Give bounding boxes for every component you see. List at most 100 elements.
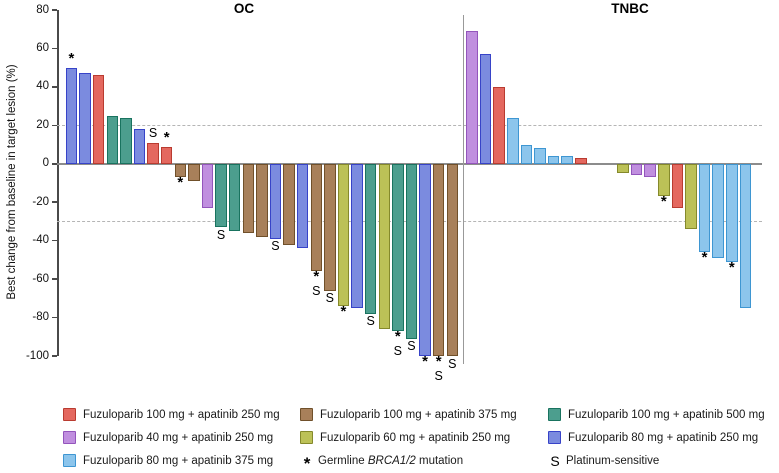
brca-mutation-marker: * (313, 268, 320, 286)
bar (405, 163, 418, 339)
y-axis-tick-label: -80 (32, 311, 49, 324)
y-axis-tick (51, 124, 57, 127)
y-axis-tick (51, 316, 57, 319)
bar (419, 163, 431, 356)
y-axis-tick-label: 0 (42, 157, 49, 170)
bar (378, 163, 390, 330)
bar (507, 117, 519, 164)
legend-swatch-red (63, 408, 76, 421)
bar (575, 158, 587, 164)
bar (630, 163, 643, 176)
bar (726, 163, 738, 262)
y-axis-tick-label: -20 (32, 195, 49, 208)
legend-item: Fuzuloparib 80 mg + apatinib 250 mg (548, 426, 765, 449)
bar (432, 163, 445, 356)
asterisk-marker-icon: * (303, 454, 311, 473)
legend-item: Fuzuloparib 100 mg + apatinib 250 mg (63, 403, 280, 426)
legend-swatch-olive (300, 431, 313, 444)
bar (256, 163, 268, 237)
plot-area: 80 60 40 20 0 -20 -40 -60 -80 -100 OC * S * * S S * S S * S * S… (25, 1, 762, 383)
y-axis-tick (51, 86, 57, 88)
legend-label: Fuzuloparib 80 mg + apatinib 250 mg (568, 431, 759, 444)
bar (269, 163, 282, 239)
platinum-sensitive-marker: S (216, 227, 226, 242)
platinum-sensitive-marker: S (325, 291, 335, 306)
legend-label: Fuzuloparib 60 mg + apatinib 250 mg (320, 431, 511, 444)
platinum-sensitive-marker: S (271, 239, 280, 254)
legend-item: Fuzuloparib 80 mg + apatinib 375 mg (63, 449, 280, 472)
platinum-sensitive-marker-icon: S (550, 452, 560, 469)
bar (466, 31, 478, 164)
bar (310, 163, 322, 272)
legend-label: Fuzuloparib 100 mg + apatinib 375 mg (320, 408, 517, 421)
legend-swatch-skyblue (63, 454, 76, 467)
brca-mutation-marker: * (435, 353, 442, 370)
legend-label: Platinum-sensitive (566, 454, 660, 467)
bar (120, 117, 132, 164)
platinum-sensitive-marker: S (366, 314, 375, 329)
y-axis-line (57, 10, 59, 356)
legend-item: Fuzuloparib 60 mg + apatinib 250 mg (300, 426, 517, 449)
platinum-sensitive-marker: S (148, 125, 158, 140)
y-axis-tick-label: -100 (25, 349, 49, 362)
y-axis-tick-label: 20 (36, 118, 49, 131)
y-axis-tick-label: -40 (32, 234, 49, 247)
platinum-sensitive-marker: S (393, 344, 403, 358)
legend-column: Fuzuloparib 100 mg + apatinib 250 mg Fuzu… (63, 403, 280, 472)
y-axis-tick (51, 355, 57, 357)
panel-title-tnbc: TNBC (611, 1, 649, 16)
y-axis-tick (51, 201, 57, 203)
brca-mutation-marker: * (340, 303, 347, 321)
brca-mutation-marker: * (660, 193, 667, 211)
brca-mutation-marker: * (422, 353, 428, 370)
bar (712, 163, 724, 258)
legend-column: Fuzuloparib 100 mg + apatinib 500 mg Fuzu… (548, 403, 765, 472)
bar (479, 54, 492, 164)
bar (493, 86, 505, 164)
legend-label: Fuzuloparib 40 mg + apatinib 250 mg (83, 431, 274, 444)
legend-column: Fuzuloparib 100 mg + apatinib 375 mg Fuzu… (300, 403, 517, 472)
legend-label: Fuzuloparib 100 mg + apatinib 250 mg (83, 408, 280, 421)
brca-mutation-marker: * (701, 249, 708, 267)
bar (147, 142, 159, 164)
legend-item: Fuzuloparib 100 mg + apatinib 375 mg (300, 403, 517, 426)
brca-mutation-marker: * (728, 258, 735, 276)
y-axis-tick (51, 239, 57, 242)
bar (283, 163, 295, 245)
y-axis-tick (51, 278, 57, 280)
legend-label: Germline BRCA1/2 mutation (318, 454, 464, 467)
bar (364, 163, 377, 314)
bar (324, 163, 336, 291)
platinum-sensitive-marker: S (434, 369, 443, 383)
bar (547, 156, 560, 164)
bar (228, 163, 241, 232)
brca-mutation-marker: * (68, 49, 75, 67)
bar (351, 163, 363, 308)
bar (617, 163, 629, 174)
bar (201, 163, 214, 208)
bar (79, 73, 91, 164)
bar (671, 163, 684, 208)
legend-swatch-blue (548, 431, 561, 444)
bar (215, 163, 227, 228)
bar (133, 129, 146, 164)
bar (188, 163, 200, 182)
bar (685, 163, 697, 230)
legend-swatch-purple (63, 431, 76, 444)
panel-divider (462, 15, 464, 364)
bar (534, 148, 546, 164)
legend-item: Fuzuloparib 100 mg + apatinib 500 mg (548, 403, 765, 426)
bar (520, 144, 533, 164)
legend-item: Fuzuloparib 40 mg + apatinib 250 mg (63, 426, 280, 449)
bar (160, 146, 173, 164)
bar (644, 163, 656, 178)
bar (392, 163, 404, 331)
y-axis-tick-label: 60 (36, 41, 49, 54)
panel-title-oc: OC (233, 1, 255, 16)
bar (106, 115, 118, 164)
platinum-sensitive-marker: S (448, 356, 457, 371)
chart-legend: Fuzuloparib 100 mg + apatinib 250 mg Fuzu… (0, 398, 779, 472)
legend-item: * Germline BRCA1/2 mutation (300, 449, 517, 473)
bar (739, 163, 752, 308)
